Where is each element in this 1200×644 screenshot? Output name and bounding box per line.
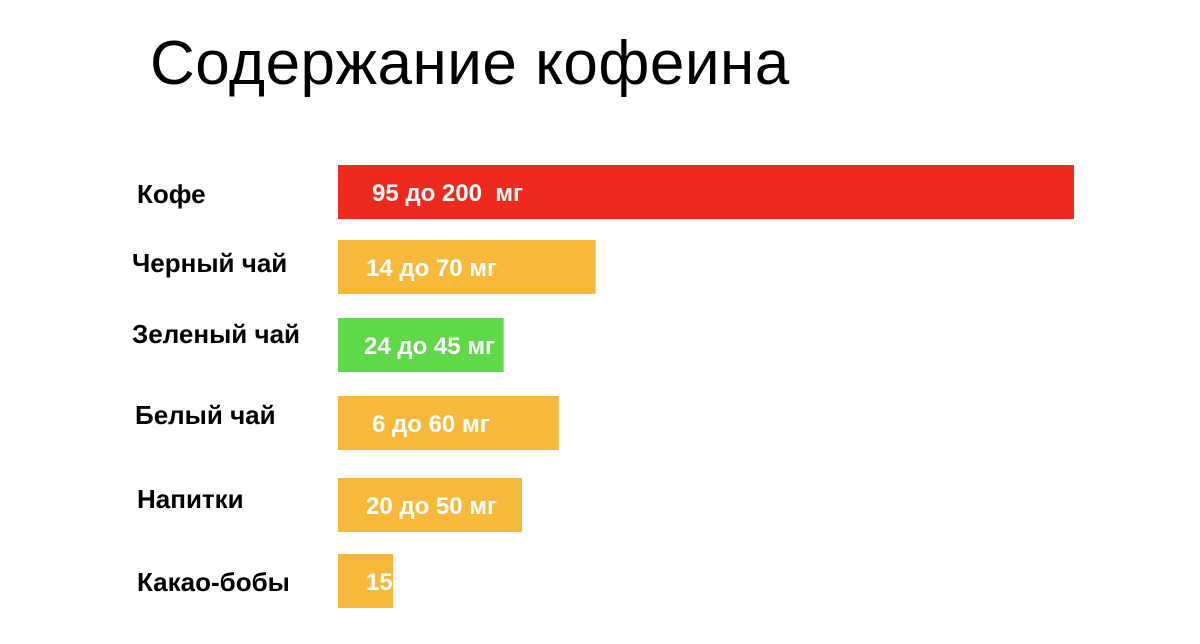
bar-value-label-4: 20 до 50 мг	[366, 493, 497, 520]
category-label-1: Черный чай	[132, 248, 287, 278]
category-label-0: Кофе	[137, 179, 206, 209]
category-label-4: Напитки	[137, 484, 244, 514]
chart-title: Содержание кофеина	[150, 29, 790, 98]
category-label-5: Какао-бобы	[137, 567, 290, 597]
category-label-3: Белый чай	[135, 400, 276, 430]
category-label-2: Зеленый чай	[132, 319, 300, 349]
bar-value-label-5: 15 мг	[366, 569, 427, 596]
bar-3	[338, 396, 559, 450]
bar-4	[338, 478, 522, 532]
bar-5	[338, 554, 394, 608]
bar-2	[338, 318, 504, 372]
bar-value-label-1: 14 до 70 мг	[366, 255, 497, 282]
bar-value-label-2: 24 до 45 мг	[364, 333, 495, 360]
bar-0	[338, 165, 1074, 219]
bar-value-label-0: 95 до 200 мг	[372, 180, 523, 207]
bar-1	[338, 240, 596, 294]
bar-value-label-3: 6 до 60 мг	[372, 411, 490, 438]
